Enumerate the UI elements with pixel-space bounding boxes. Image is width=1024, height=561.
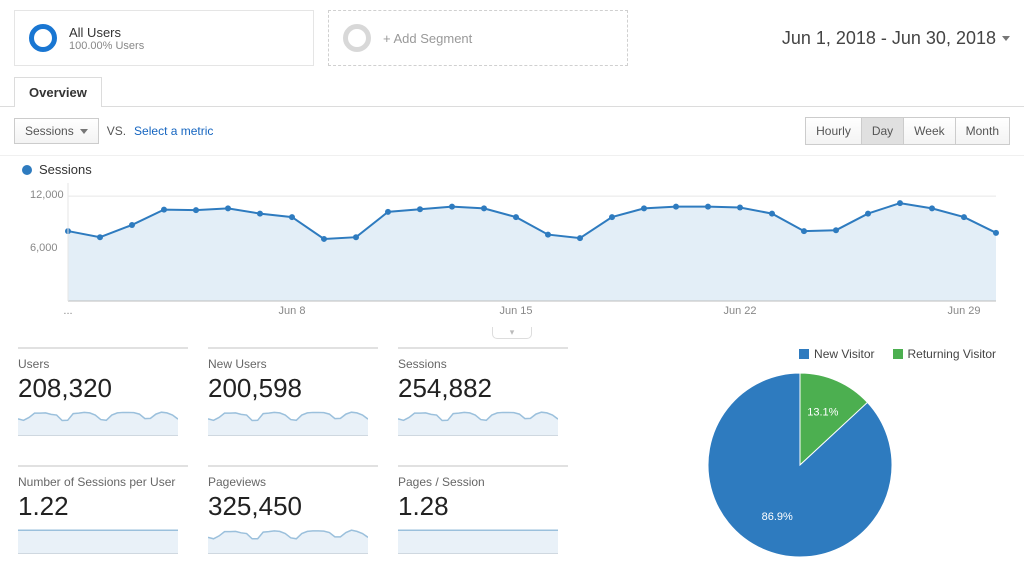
date-range-picker[interactable]: Jun 1, 2018 - Jun 30, 2018 (782, 28, 1010, 49)
metric-value: 254,882 (398, 373, 568, 404)
metric-value: 1.22 (18, 491, 188, 522)
series-name: Sessions (39, 162, 92, 177)
primary-metric-dropdown[interactable]: Sessions (14, 118, 99, 144)
metric-value: 325,450 (208, 491, 378, 522)
granularity-hourly[interactable]: Hourly (805, 117, 862, 145)
donut-icon (29, 24, 57, 52)
metric-pages-session[interactable]: Pages / Session 1.28 (398, 465, 568, 561)
pie-legend-item: New Visitor (799, 347, 874, 361)
segment-title: All Users (69, 25, 144, 40)
add-segment[interactable]: + Add Segment (328, 10, 628, 66)
metric-value: 208,320 (18, 373, 188, 404)
metric-users[interactable]: Users 208,320 (18, 347, 188, 443)
donut-icon-gray (343, 24, 371, 52)
metric-new-users[interactable]: New Users 200,598 (208, 347, 378, 443)
metric-label: Pageviews (208, 475, 378, 489)
granularity-toggle: HourlyDayWeekMonth (805, 117, 1010, 145)
metric-label: Pages / Session (398, 475, 568, 489)
granularity-day[interactable]: Day (862, 117, 904, 145)
metric-label: Users (18, 357, 188, 371)
top-bar: All Users 100.00% Users + Add Segment Ju… (0, 0, 1024, 72)
select-metric-link[interactable]: Select a metric (134, 124, 213, 138)
pie-legend-item: Returning Visitor (893, 347, 997, 361)
series-dot (22, 165, 32, 175)
metric-number-of-sessions-per-user[interactable]: Number of Sessions per User 1.22 (18, 465, 188, 561)
pie-chart: 13.1% 86.9% (704, 369, 896, 561)
metric-pageviews[interactable]: Pageviews 325,450 (208, 465, 378, 561)
metric-value: 200,598 (208, 373, 378, 404)
tab-overview[interactable]: Overview (14, 77, 102, 107)
metric-label: New Users (208, 357, 378, 371)
vs-label: VS. (107, 124, 126, 138)
add-segment-label: + Add Segment (383, 31, 472, 46)
drag-grip[interactable]: ▾ (0, 323, 1024, 339)
metric-sessions[interactable]: Sessions 254,882 (398, 347, 568, 443)
metric-value: 1.28 (398, 491, 568, 522)
svg-text:86.9%: 86.9% (762, 511, 793, 523)
chevron-down-icon (1002, 36, 1010, 41)
segment-subtitle: 100.00% Users (69, 40, 144, 52)
metric-label: Number of Sessions per User (18, 475, 188, 489)
chart-legend: Sessions (0, 156, 1024, 183)
tab-bar: Overview (0, 76, 1024, 107)
segment-all-users[interactable]: All Users 100.00% Users (14, 10, 314, 66)
pie-legend: New Visitor Returning Visitor (799, 347, 1006, 361)
metric-label: Sessions (398, 357, 568, 371)
date-range-text: Jun 1, 2018 - Jun 30, 2018 (782, 28, 996, 49)
svg-text:13.1%: 13.1% (807, 407, 838, 419)
granularity-week[interactable]: Week (904, 117, 955, 145)
granularity-month[interactable]: Month (956, 117, 1010, 145)
chart-controls: Sessions VS. Select a metric HourlyDayWe… (0, 107, 1024, 156)
chevron-down-icon (80, 129, 88, 134)
summary-row: Users 208,320 New Users 200,598 Sessions 254,… (0, 339, 1024, 561)
chart-area: 6,00012,000...Jun 8Jun 15Jun 22Jun 29 (0, 183, 1024, 321)
pie-column: New Visitor Returning Visitor 13.1% 86.9% (594, 347, 1006, 561)
metrics-grid: Users 208,320 New Users 200,598 Sessions 254,… (18, 347, 568, 561)
